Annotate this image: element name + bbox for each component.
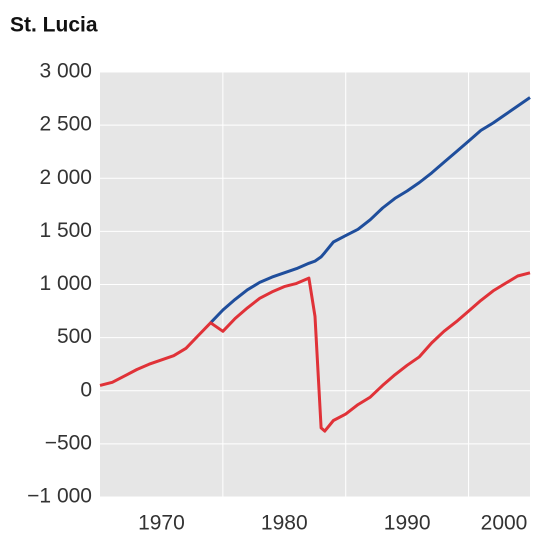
line-series <box>99 271 531 433</box>
line-series <box>209 96 531 324</box>
y-tick-label: 1 500 <box>39 219 92 242</box>
y-tick-label: 500 <box>57 325 92 348</box>
y-tick-label: 3 000 <box>39 60 92 83</box>
x-tick-label: 2000 <box>481 512 528 535</box>
chart-title: St. Lucia <box>10 14 98 37</box>
y-tick-label: −1 000 <box>27 485 92 508</box>
x-tick-label: 1990 <box>384 512 431 535</box>
x-tick-label: 1970 <box>138 512 185 535</box>
y-tick-label: −500 <box>45 431 92 454</box>
x-tick-label: 1980 <box>261 512 308 535</box>
y-tick-label: 2 000 <box>39 166 92 189</box>
y-tick-label: 2 500 <box>39 113 92 136</box>
y-tick-label: 0 <box>80 378 92 401</box>
y-tick-label: 1 000 <box>39 272 92 295</box>
